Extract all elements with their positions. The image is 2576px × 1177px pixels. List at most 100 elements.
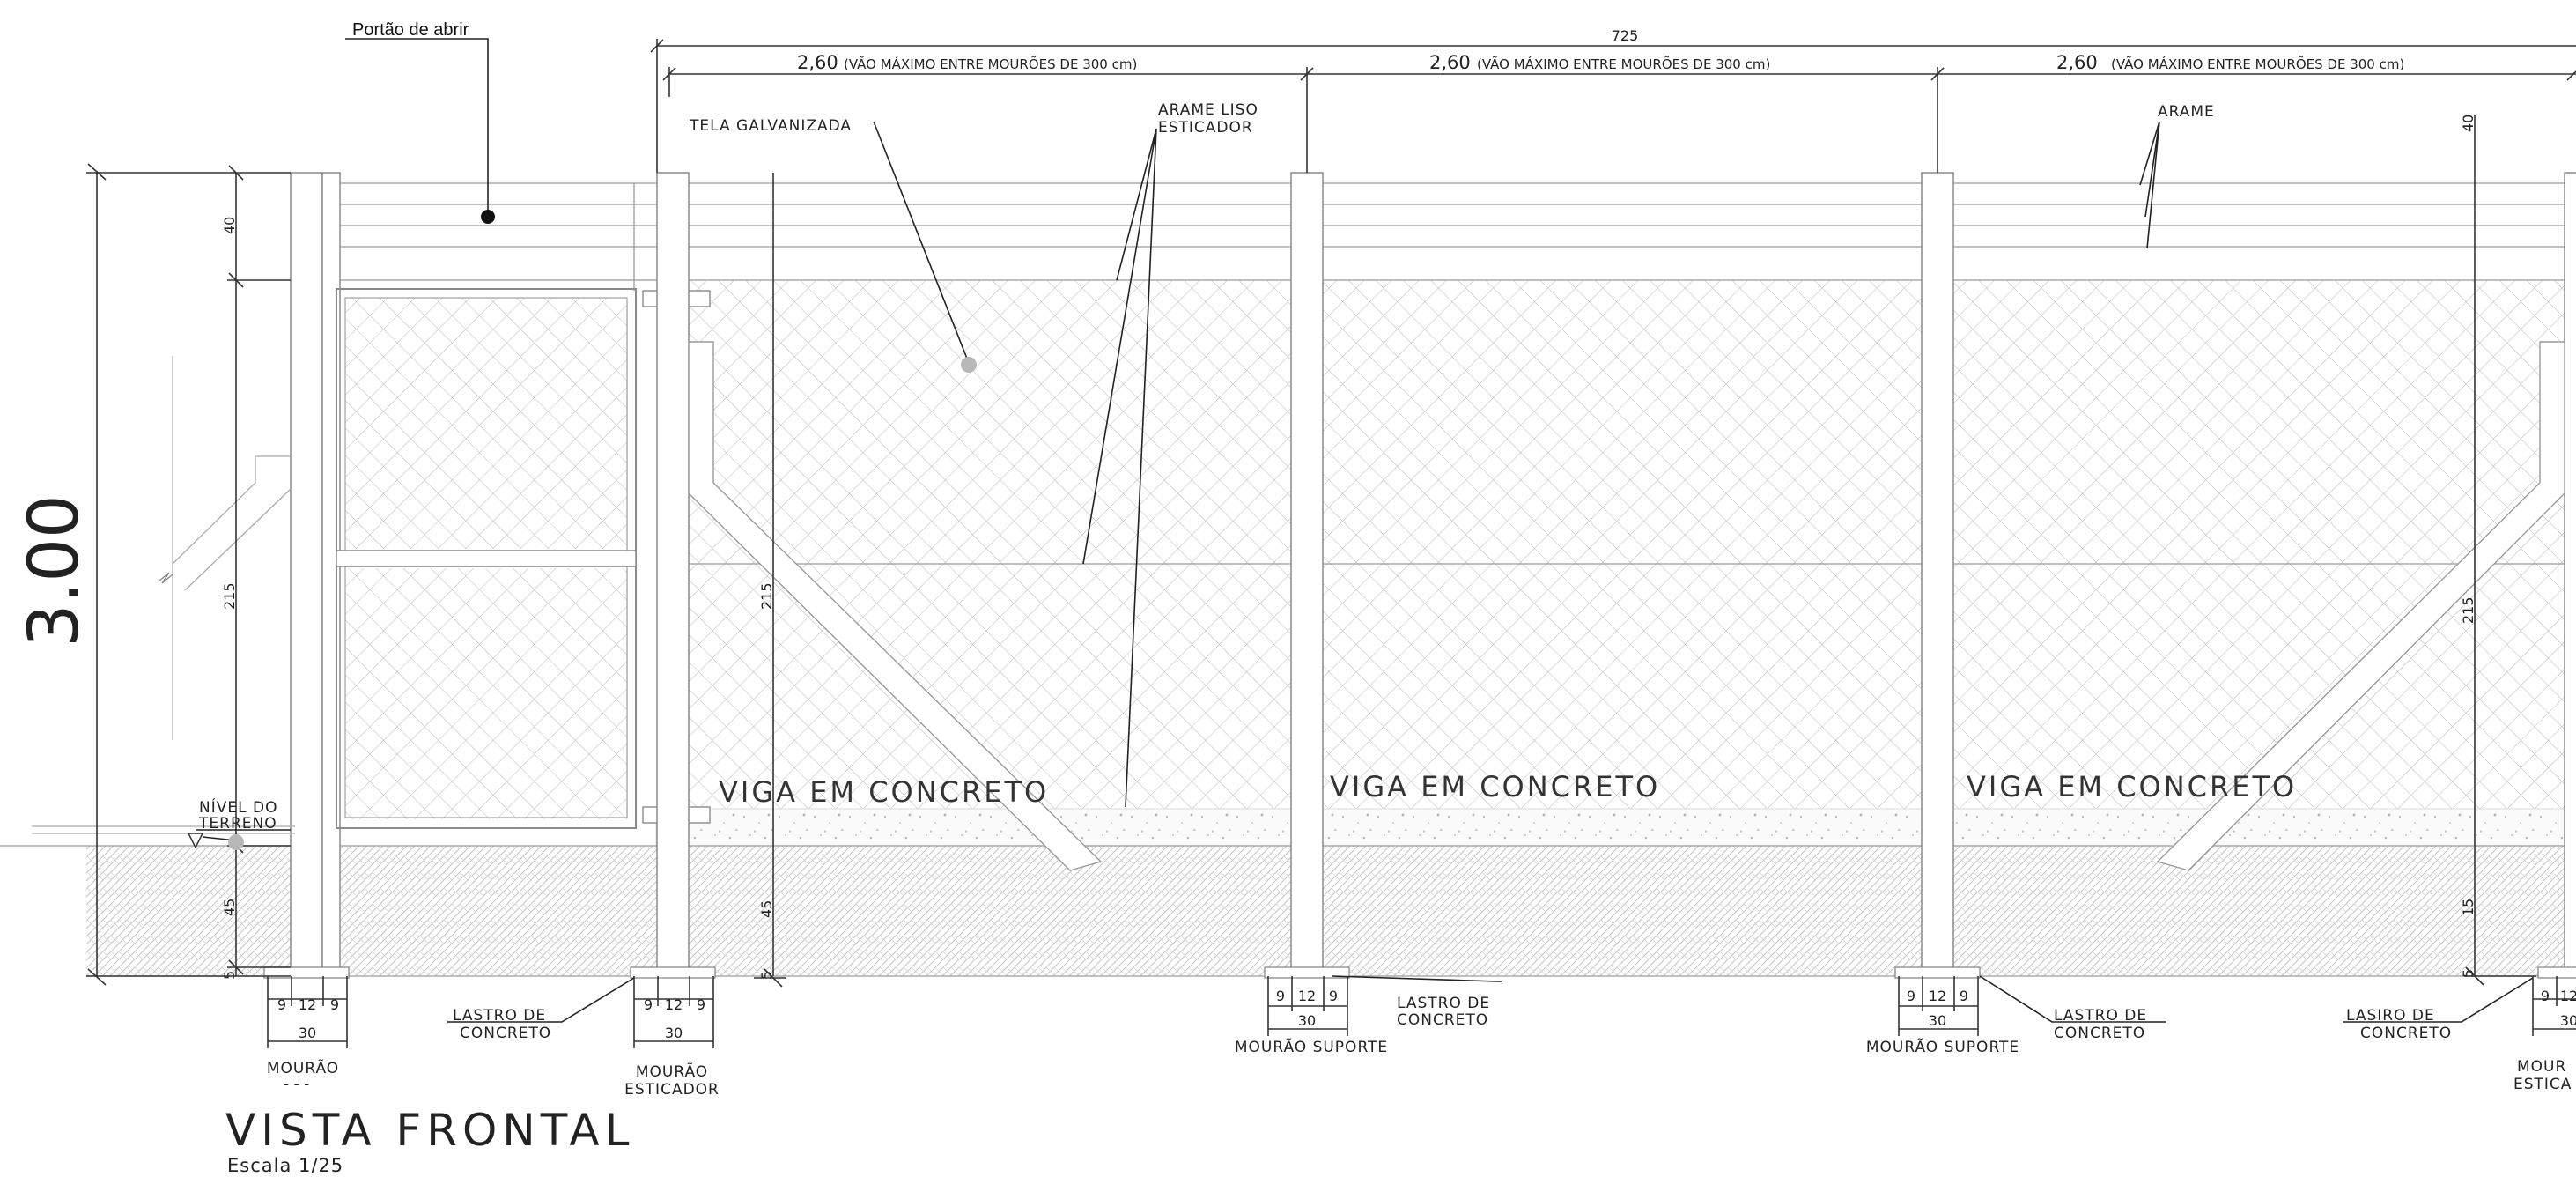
left-height-dimensions (86, 163, 291, 986)
footing-1-sub: - - - (284, 1076, 309, 1093)
gate-mesh-lower (345, 568, 627, 819)
lastro-4-l2: CONCRETO (2360, 1025, 2452, 1042)
footing-5-a: 9 (2541, 988, 2550, 1004)
footing-5-sub: ESTICA (2513, 1076, 2572, 1093)
footing-4-c: 9 (1960, 988, 1968, 1004)
footing-2-total: 30 (665, 1025, 683, 1041)
lastro-1-l2: CONCRETO (460, 1025, 551, 1042)
post-stretcher-1 (656, 172, 690, 977)
inner-height-dimension (754, 173, 786, 988)
gate-marker-dot (481, 210, 495, 224)
span-dim-1: 2,60 (VÃO MÁXIMO ENTRE MOURÕES DE 300 cm… (797, 52, 1137, 73)
drawing-scale: Escala 1/25 (227, 1155, 343, 1176)
footing-3-total: 30 (1298, 1012, 1316, 1029)
footing-dims-5: 9 12 30 (2541, 988, 2576, 1029)
height-mid-left: 215 (221, 582, 238, 610)
nivel-label-1: NÍVEL DO (199, 797, 277, 817)
gate-label: Portão de abrir (352, 20, 469, 40)
footing-1-c: 9 (330, 996, 339, 1013)
span-2-note: (VÃO MÁXIMO ENTRE MOURÕES DE 300 cm) (1477, 56, 1770, 72)
footing-2-sub: ESTICADOR (624, 1081, 720, 1099)
footing-bases (263, 966, 2576, 979)
lastro-leaders (447, 975, 2534, 1023)
footing-2-c: 9 (697, 996, 705, 1013)
arame-label: ARAME (2158, 103, 2215, 121)
brace-right (2156, 341, 2565, 871)
viga-label-1: VIGA EM CONCRETO (719, 775, 1049, 809)
height-bottom-inner: 45 (758, 900, 775, 918)
footing-5-name: MOUR (2517, 1058, 2566, 1076)
footing-5-b: 12 (2560, 988, 2576, 1004)
left-strut (32, 356, 295, 834)
footing-dims-4: 9 12 9 30 (1907, 988, 1968, 1029)
footing-3-name: MOURÃO SUPORTE (1235, 1037, 1388, 1056)
drawing-title: VISTA FRONTAL (225, 1105, 634, 1156)
concrete-beam (655, 808, 2576, 847)
height-top-left: 40 (221, 217, 238, 234)
footing-1-b: 12 (299, 996, 316, 1013)
lastro-3-l1: LASTRO DE (2054, 1007, 2147, 1025)
arame-liso-label: ARAME LISO (1158, 101, 1258, 119)
height-bottom-left: 45 (221, 899, 238, 916)
lastro-3-l2: CONCRETO (2054, 1025, 2145, 1042)
footing-5-total: 30 (2560, 1012, 2576, 1029)
soil-hatch (86, 846, 2576, 976)
gate-frame (290, 172, 711, 977)
tela-label: TELA GALVANIZADA (689, 117, 852, 135)
top-dimensions (650, 39, 2576, 173)
footing-3-c: 9 (1329, 988, 1338, 1004)
gate-mesh-upper (345, 298, 627, 549)
footing-4-name: MOURÃO SUPORTE (1866, 1037, 2019, 1056)
lastro-2-l1: LASTRO DE (1397, 995, 1490, 1012)
span-3-note: (VÃO MÁXIMO ENTRE MOURÕES DE 300 cm) (2111, 56, 2404, 72)
footing-dim-lines (267, 976, 2576, 1048)
post-support-1 (1290, 172, 1324, 977)
footing-3-b: 12 (1298, 988, 1316, 1004)
span-dim-3: 2,60 (VÃO MÁXIMO ENTRE MOURÕES DE 300 cm… (2056, 52, 2404, 73)
post-stretcher-2 (2564, 172, 2576, 977)
brace-left (688, 341, 1103, 871)
footing-2-a: 9 (644, 996, 653, 1013)
lastro-2-l2: CONCRETO (1397, 1011, 1488, 1029)
mesh-marker-dot (961, 357, 977, 373)
footing-4-total: 30 (1929, 1012, 1946, 1029)
total-height-dim: 3.00 (15, 494, 94, 648)
height-base-inner: 5 (758, 971, 775, 980)
span-2-value: 2,60 (1429, 52, 1471, 73)
height-base-right: 5 (2460, 969, 2476, 978)
footing-1-name: MOURÃO (267, 1058, 339, 1077)
footing-2-b: 12 (665, 996, 683, 1013)
footing-3-a: 9 (1276, 988, 1285, 1004)
height-mid-inner: 215 (758, 582, 775, 610)
footing-1-a: 9 (277, 996, 286, 1013)
footing-1-total: 30 (299, 1025, 316, 1041)
lastro-1-l1: LASTRO DE (453, 1007, 546, 1025)
height-base-left: 5 (221, 971, 238, 980)
viga-label-2: VIGA EM CONCRETO (1330, 770, 1660, 803)
fence-mesh (687, 280, 2576, 809)
esticador-label: ESTICADOR (1158, 119, 1253, 137)
total-width-dim: 725 (1612, 27, 1639, 44)
height-top-right: 40 (2460, 115, 2476, 132)
arame-leaders (2139, 121, 2160, 249)
span-3-value: 2,60 (2056, 52, 2098, 73)
post-support-2 (1921, 172, 1954, 977)
lastro-4-l1: LASIRO DE (2346, 1007, 2435, 1025)
mesh-annotation (873, 121, 977, 373)
span-1-note: (VÃO MÁXIMO ENTRE MOURÕES DE 300 cm) (844, 56, 1137, 72)
right-height-dimension (2464, 115, 2536, 986)
height-mid-right: 215 (2460, 596, 2476, 624)
footing-4-a: 9 (1907, 988, 1915, 1004)
gate-annotation (345, 38, 495, 224)
span-1-value: 2,60 (797, 52, 838, 73)
footing-dims-3: 9 12 9 30 (1276, 988, 1338, 1029)
footing-dims-1: 9 12 9 30 (277, 996, 339, 1041)
footing-2-name: MOURÃO (636, 1062, 708, 1081)
arame-liso-leaders (1082, 128, 1157, 808)
height-bottom-right: 15 (2460, 899, 2476, 916)
viga-label-3: VIGA EM CONCRETO (1967, 770, 2297, 803)
footing-dims-2: 9 12 9 30 (644, 996, 705, 1041)
footing-4-b: 12 (1929, 988, 1946, 1004)
